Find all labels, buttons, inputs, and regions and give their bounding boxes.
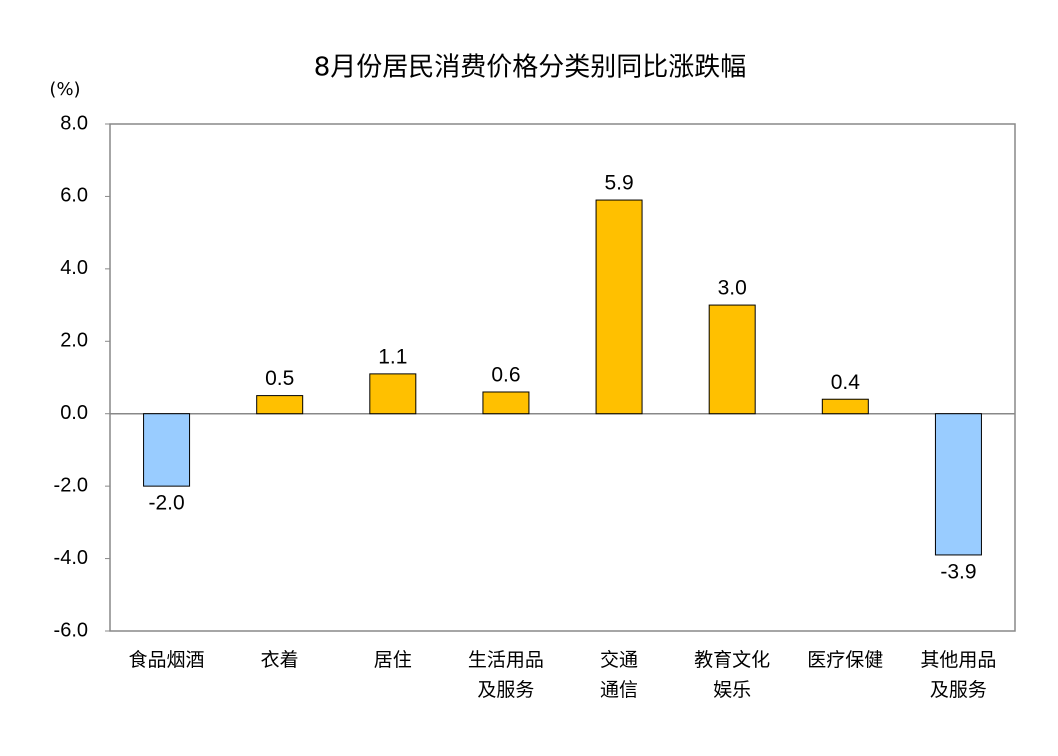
bar	[143, 413, 191, 487]
x-tick-label: 教育文化娱乐	[694, 649, 770, 701]
value-label: -2.0	[148, 492, 184, 515]
value-label: 5.9	[604, 172, 633, 195]
x-tick-label: 生活用品及服务	[468, 649, 544, 701]
value-label: 3.0	[718, 277, 747, 300]
y-tick-label: -6.0	[54, 619, 88, 641]
x-tick-label: 衣着	[261, 649, 299, 671]
value-label: -3.9	[940, 560, 976, 583]
y-unit: (%)	[49, 79, 80, 100]
value-label: 1.1	[378, 345, 407, 368]
value-label: 0.4	[831, 371, 861, 394]
bar	[821, 398, 869, 415]
plot-frame	[109, 123, 1016, 632]
y-tick-label: 2.0	[60, 330, 88, 352]
y-tick-label: 0.0	[60, 402, 88, 424]
x-tick-label: 其他用品及服务	[920, 649, 996, 701]
y-tick-label: 8.0	[60, 112, 88, 134]
bar	[595, 199, 643, 415]
x-tick-label: 食品烟酒	[129, 649, 205, 671]
bar	[482, 391, 530, 415]
y-tick-label: -2.0	[54, 474, 88, 496]
bar	[708, 304, 756, 415]
chart-title: 8月份居民消费价格分类别同比涨跌幅	[314, 53, 747, 83]
x-tick-label: 交通通信	[600, 649, 638, 701]
y-tick-label: -4.0	[54, 547, 88, 569]
value-label: 0.6	[491, 364, 520, 387]
bar	[256, 395, 304, 415]
bar	[934, 413, 982, 556]
x-tick-label: 医疗保健	[807, 649, 883, 671]
y-tick-label: 6.0	[60, 185, 88, 207]
x-tick-label: 居住	[374, 649, 412, 671]
value-label: 0.5	[265, 367, 294, 390]
bar	[369, 373, 417, 415]
y-tick-label: 4.0	[60, 257, 88, 279]
